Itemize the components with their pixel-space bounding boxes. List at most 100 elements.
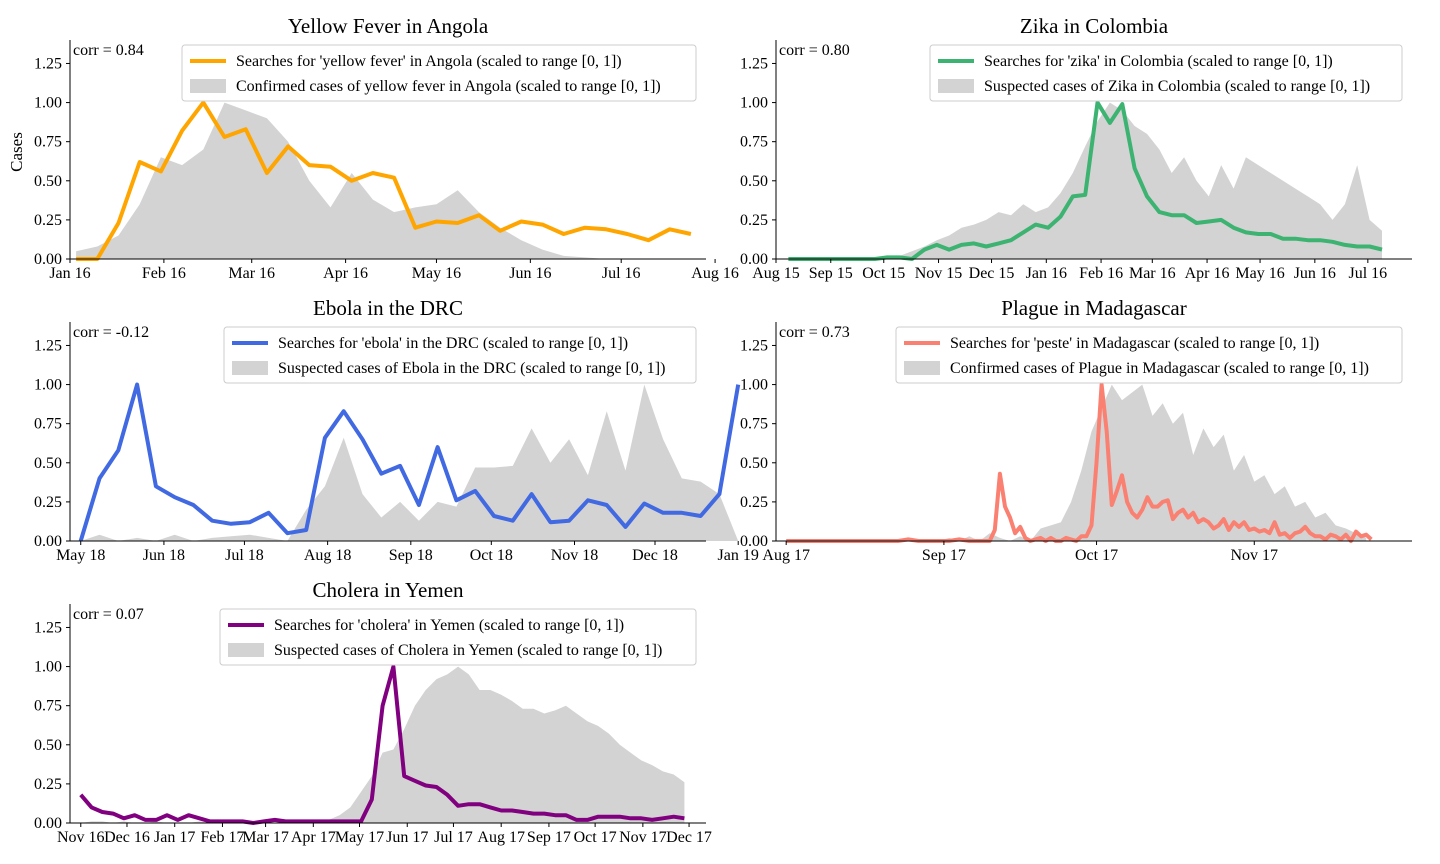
chart-4-xtick-label: Sep 17	[922, 547, 966, 564]
chart-2-xtick-label: Apr 16	[1185, 265, 1230, 282]
chart-4-xtick-label: Aug 17	[762, 547, 810, 564]
chart-2-xtick-label: Feb 16	[1079, 265, 1123, 282]
chart-3-xtick-label: May 18	[56, 547, 105, 564]
chart-2-xtick-label: Jun 16	[1294, 265, 1336, 282]
chart-1-xtick-label: Apr 16	[323, 265, 368, 282]
chart-1-xtick-label: Jan 16	[49, 265, 90, 282]
chart-3-xtick-label: Jun 18	[143, 547, 185, 564]
chart-3-ytick-label: 0.75	[34, 416, 62, 433]
chart-1-ytick-label: 0.50	[34, 173, 62, 190]
chart-5-xtick-label: Apr 17	[291, 829, 336, 846]
chart-2-xtick-label: Oct 15	[862, 265, 905, 282]
chart-3-legend-frame	[223, 326, 697, 384]
chart-1-title: Yellow Fever in Angola	[288, 14, 489, 38]
chart-5-ytick-label: 0.00	[34, 815, 62, 832]
chart-4-corr-label: corr = 0.73	[779, 324, 850, 341]
chart-3-ytick-label: 0.00	[34, 533, 62, 550]
chart-4-ytick-label: 1.00	[740, 377, 768, 394]
chart-2-legend-area-swatch	[938, 79, 974, 93]
chart-1-ytick-label: 1.25	[34, 55, 62, 72]
chart-3: Ebola in the DRC 0.00 0.25 0.50 0.75 1.00 1.25…	[34, 296, 759, 564]
chart-3-xtick-label: Oct 18	[470, 547, 513, 564]
chart-2-xtick-label: May 16	[1235, 265, 1284, 282]
chart-3-ytick-label: 0.50	[34, 455, 62, 472]
chart-3-xtick-label: Sep 18	[389, 547, 433, 564]
chart-4-xtick-label: Nov 17	[1230, 547, 1278, 564]
chart-5-ytick-label: 1.25	[34, 619, 62, 636]
chart-2-xtick-label: Nov 15	[915, 265, 963, 282]
chart-2-xtick-label: Dec 15	[969, 265, 1015, 282]
chart-1-xtick-label: Jun 16	[509, 265, 551, 282]
chart-5-xtick-label: Jun 17	[386, 829, 428, 846]
chart-1: Yellow Fever in Angola 0.00 0.25 0.50 0.75 1.…	[34, 14, 739, 282]
chart-5-ytick-label: 0.50	[34, 737, 62, 754]
chart-2-legend: Searches for 'zika' in Colombia (scaled …	[929, 44, 1403, 102]
chart-1-legend-frame	[181, 44, 697, 102]
chart-3-xtick-label: Aug 18	[304, 547, 352, 564]
chart-5-cases-area	[80, 666, 685, 823]
chart-2-legend-searches: Searches for 'zika' in Colombia (scaled …	[984, 53, 1333, 70]
chart-3-legend-searches: Searches for 'ebola' in the DRC (scaled …	[278, 335, 628, 352]
chart-5-xtick-label: Aug 17	[477, 829, 525, 846]
chart-4-cases-area	[938, 384, 1367, 541]
chart-5-legend-searches: Searches for 'cholera' in Yemen (scaled …	[274, 617, 624, 634]
chart-5-ytick-label: 1.00	[34, 659, 62, 676]
y-axis-label: Cases	[7, 132, 26, 172]
chart-5-xtick-label: Oct 17	[574, 829, 617, 846]
chart-4-legend: Searches for 'peste' in Madagascar (scal…	[895, 326, 1403, 384]
chart-1-ytick-label: 0.00	[34, 251, 62, 268]
chart-1-corr-label: corr = 0.84	[73, 42, 144, 59]
chart-2-corr-label: corr = 0.80	[779, 42, 850, 59]
chart-1-searches-line	[76, 100, 692, 261]
chart-3-searches-line	[78, 382, 741, 542]
chart-1-legend-cases: Confirmed cases of yellow fever in Angol…	[236, 78, 661, 95]
chart-5-xtick-label: Mar 17	[242, 829, 289, 846]
chart-4-ytick-label: 0.00	[740, 533, 768, 550]
chart-2-xtick-label: Jul 16	[1348, 265, 1387, 282]
chart-3-corr-label: corr = -0.12	[73, 324, 149, 341]
chart-5-xtick-label: Dec 16	[104, 829, 150, 846]
chart-2-ytick-label: 0.75	[740, 134, 768, 151]
chart-1-ytick-label: 1.00	[34, 95, 62, 112]
chart-2-xtick-label: Sep 15	[809, 265, 853, 282]
chart-2-xtick-label: Aug 15	[752, 265, 800, 282]
chart-1-ytick-label: 0.75	[34, 134, 62, 151]
chart-1-xtick-label: Jul 16	[602, 265, 641, 282]
chart-5-legend-frame	[219, 608, 697, 666]
chart-5-legend-area-swatch	[228, 643, 264, 657]
chart-2-xtick-label: Mar 16	[1129, 265, 1176, 282]
chart-5-xtick-label: Jul 17	[434, 829, 473, 846]
chart-3-xtick-label: Jul 18	[225, 547, 264, 564]
chart-1-cases-area	[76, 102, 607, 259]
chart-4-legend-searches: Searches for 'peste' in Madagascar (scal…	[950, 335, 1319, 352]
chart-4: Plague in Madagascar 0.00 0.25 0.50 0.75 1.00…	[740, 296, 1412, 564]
chart-5-searches-line	[79, 664, 685, 825]
chart-1-ytick-label: 0.25	[34, 212, 62, 229]
chart-5: Cholera in Yemen 0.00 0.25 0.50 0.75 1.00 1.25…	[34, 578, 712, 846]
chart-3-legend-area-swatch	[232, 361, 268, 375]
chart-3-xtick-label: Nov 18	[551, 547, 599, 564]
chart-5-xtick-label: Feb 17	[200, 829, 244, 846]
chart-2-ytick-label: 1.25	[740, 55, 768, 72]
chart-5-xtick-label: Nov 16	[57, 829, 105, 846]
chart-5-ytick-label: 0.75	[34, 698, 62, 715]
chart-4-ytick-label: 1.25	[740, 337, 768, 354]
chart-5-xtick-label: May 17	[335, 829, 384, 846]
chart-2-legend-cases: Suspected cases of Zika in Colombia (sca…	[984, 78, 1370, 95]
chart-5-title: Cholera in Yemen	[312, 578, 464, 602]
chart-3-ytick-label: 1.00	[34, 377, 62, 394]
chart-3-title: Ebola in the DRC	[313, 296, 463, 320]
chart-4-xtick-label: Oct 17	[1075, 547, 1118, 564]
chart-5-xtick-label: Jan 17	[154, 829, 195, 846]
chart-1-xtick-label: Feb 16	[142, 265, 186, 282]
chart-4-legend-area-swatch	[904, 361, 940, 375]
chart-2-xtick-label: Jan 16	[1026, 265, 1067, 282]
chart-2-searches-line	[788, 100, 1383, 261]
chart-5-legend: Searches for 'cholera' in Yemen (scaled …	[219, 608, 697, 666]
chart-5-legend-cases: Suspected cases of Cholera in Yemen (sca…	[274, 642, 662, 659]
chart-2-cases-area	[887, 102, 1382, 259]
chart-5-xtick-label: Nov 17	[619, 829, 667, 846]
chart-5-ytick-label: 0.25	[34, 776, 62, 793]
chart-3-legend-cases: Suspected cases of Ebola in the DRC (sca…	[278, 360, 665, 377]
